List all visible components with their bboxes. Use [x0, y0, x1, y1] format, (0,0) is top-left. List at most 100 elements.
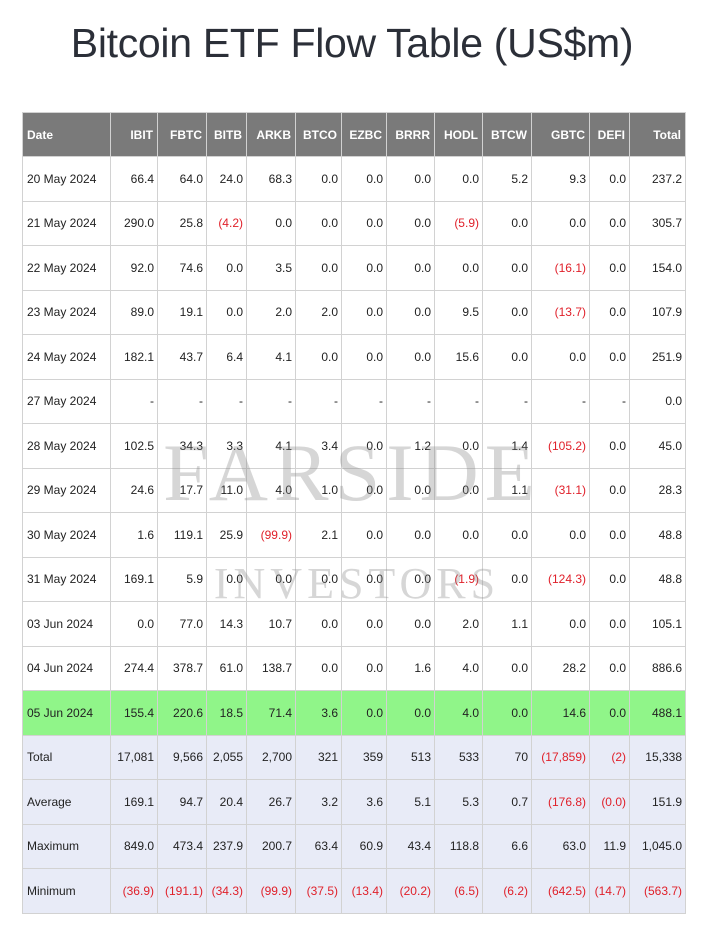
cell-hodl: 9.5 — [434, 289, 483, 335]
table-row: 29 May 2024 24.6 17.7 11.0 4.0 1.0 0.0 0.0 0.0 1.… — [22, 467, 686, 513]
cell-defi: 0.0 — [589, 423, 630, 469]
cell-hodl: 0.0 — [434, 156, 483, 202]
cell-ibit: 169.1 — [110, 556, 158, 602]
cell-total: 488.1 — [629, 690, 686, 736]
cell-gbtc: (16.1) — [531, 245, 590, 291]
cell-ezbc: 0.0 — [341, 423, 387, 469]
cell-defi: 0.0 — [589, 156, 630, 202]
cell-arkb: 4.0 — [246, 467, 296, 513]
cell-total: 237.2 — [629, 156, 686, 202]
cell-total: 886.6 — [629, 645, 686, 691]
cell-fbtc: 17.7 — [157, 467, 207, 513]
cell-btcw: 0.0 — [482, 690, 532, 736]
table-row: 28 May 2024 102.5 34.3 3.3 4.1 3.4 0.0 1.2 0.0 1.… — [22, 423, 686, 469]
column-header-arkb: ARKB — [246, 112, 296, 157]
row-label-cell: 03 Jun 2024 — [22, 601, 111, 647]
row-label-cell: 22 May 2024 — [22, 245, 111, 291]
column-header-ibit: IBIT — [110, 112, 158, 157]
cell-bitb: 0.0 — [206, 556, 247, 602]
cell-gbtc: 9.3 — [531, 156, 590, 202]
cell-btco: 0.0 — [295, 156, 342, 202]
cell-fbtc: (191.1) — [157, 868, 207, 914]
cell-defi: (0.0) — [589, 779, 630, 825]
cell-ezbc: 3.6 — [341, 779, 387, 825]
cell-arkb: (99.9) — [246, 868, 296, 914]
column-header-hodl: HODL — [434, 112, 483, 157]
cell-bitb: 6.4 — [206, 334, 247, 380]
cell-ezbc: 0.0 — [341, 601, 387, 647]
cell-btco: 3.2 — [295, 779, 342, 825]
cell-bitb: 20.4 — [206, 779, 247, 825]
cell-fbtc: 64.0 — [157, 156, 207, 202]
cell-total: 154.0 — [629, 245, 686, 291]
cell-total: 48.8 — [629, 556, 686, 602]
cell-gbtc: 0.0 — [531, 512, 590, 558]
cell-btco: 2.0 — [295, 289, 342, 335]
row-label-cell: Total — [22, 734, 111, 780]
cell-btco: 0.0 — [295, 245, 342, 291]
cell-brrr: 0.0 — [386, 334, 435, 380]
cell-defi: 0.0 — [589, 556, 630, 602]
cell-brrr: (20.2) — [386, 868, 435, 914]
cell-fbtc: 9,566 — [157, 734, 207, 780]
cell-ezbc: 0.0 — [341, 156, 387, 202]
cell-btcw: 0.0 — [482, 200, 532, 246]
cell-btcw: 1.1 — [482, 601, 532, 647]
summary-row-total: Total 17,081 9,566 2,055 2,700 321 359 513 533 70… — [22, 734, 686, 780]
cell-gbtc: (124.3) — [531, 556, 590, 602]
cell-total: 15,338 — [629, 734, 686, 780]
cell-gbtc: 28.2 — [531, 645, 590, 691]
cell-total: 105.1 — [629, 601, 686, 647]
cell-bitb: (34.3) — [206, 868, 247, 914]
cell-fbtc: - — [157, 378, 207, 424]
cell-brrr: 0.0 — [386, 467, 435, 513]
cell-arkb: 4.1 — [246, 423, 296, 469]
cell-gbtc: (105.2) — [531, 423, 590, 469]
cell-gbtc: (17,859) — [531, 734, 590, 780]
page-title: Bitcoin ETF Flow Table (US$m) — [70, 20, 634, 66]
cell-total: 48.8 — [629, 512, 686, 558]
cell-arkb: 4.1 — [246, 334, 296, 380]
column-header-ezbc: EZBC — [341, 112, 387, 157]
column-header-defi: DEFI — [589, 112, 630, 157]
cell-ezbc: 0.0 — [341, 645, 387, 691]
row-label-cell: Average — [22, 779, 111, 825]
cell-gbtc: 0.0 — [531, 200, 590, 246]
cell-hodl: 0.0 — [434, 245, 483, 291]
cell-fbtc: 19.1 — [157, 289, 207, 335]
etf-flow-table: Date IBIT FBTC BITB ARKB BTCO EZBC BRRR HODL BTCW… — [22, 112, 686, 914]
cell-btcw: 70 — [482, 734, 532, 780]
cell-total: (563.7) — [629, 868, 686, 914]
cell-bitb: 237.9 — [206, 823, 247, 869]
table-row: 21 May 2024 290.0 25.8 (4.2) 0.0 0.0 0.0 0.0 (5.… — [22, 200, 686, 246]
cell-fbtc: 473.4 — [157, 823, 207, 869]
cell-btco: 3.4 — [295, 423, 342, 469]
cell-btco: 3.6 — [295, 690, 342, 736]
cell-fbtc: 378.7 — [157, 645, 207, 691]
cell-hodl: (6.5) — [434, 868, 483, 914]
cell-ibit: 274.4 — [110, 645, 158, 691]
summary-row-maximum: Maximum 849.0 473.4 237.9 200.7 63.4 60.9 43.4 1… — [22, 823, 686, 869]
cell-fbtc: 220.6 — [157, 690, 207, 736]
column-header-total: Total — [629, 112, 686, 157]
cell-ezbc: 0.0 — [341, 556, 387, 602]
cell-btcw: 5.2 — [482, 156, 532, 202]
cell-fbtc: 25.8 — [157, 200, 207, 246]
cell-defi: 0.0 — [589, 690, 630, 736]
cell-btcw: 1.1 — [482, 467, 532, 513]
cell-ibit: 849.0 — [110, 823, 158, 869]
row-label-cell: Maximum — [22, 823, 111, 869]
cell-btcw: (6.2) — [482, 868, 532, 914]
cell-defi: 0.0 — [589, 601, 630, 647]
table-row: 24 May 2024 182.1 43.7 6.4 4.1 0.0 0.0 0.0 15.6 0… — [22, 334, 686, 380]
cell-brrr: 0.0 — [386, 512, 435, 558]
cell-btcw: 0.7 — [482, 779, 532, 825]
cell-total: 151.9 — [629, 779, 686, 825]
cell-btco: 0.0 — [295, 601, 342, 647]
cell-hodl: - — [434, 378, 483, 424]
cell-bitb: - — [206, 378, 247, 424]
cell-hodl: 118.8 — [434, 823, 483, 869]
cell-btco: - — [295, 378, 342, 424]
table-row: 30 May 2024 1.6 119.1 25.9 (99.9) 2.1 0.0 0.0 0.… — [22, 512, 686, 558]
cell-gbtc: (642.5) — [531, 868, 590, 914]
